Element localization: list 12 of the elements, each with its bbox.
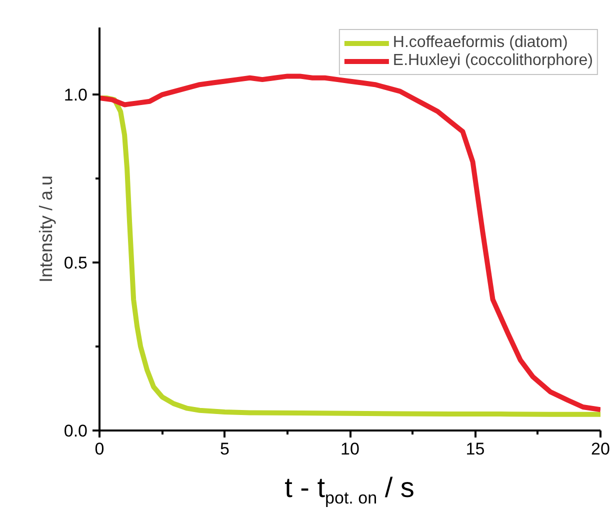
x-tick-label: 10 xyxy=(340,440,360,458)
legend-label: E.Huxleyi (coccolithorphore) xyxy=(392,52,593,70)
x-tick-label: 5 xyxy=(220,440,230,458)
y-tick-label: 0.5 xyxy=(64,254,88,273)
x-tick-label: 0 xyxy=(94,440,104,458)
y-axis-title: Intensity / a.u xyxy=(36,175,56,283)
text: 0.0 xyxy=(64,422,88,440)
y-tick-label: 1.0 xyxy=(64,86,88,105)
x-tick-label: 20 xyxy=(591,440,610,458)
x-tick-label: 15 xyxy=(466,440,485,458)
legend-label: H.coffeaeformis (diatom) xyxy=(392,34,568,52)
x-axis-title: t - t$_{pot. on}$ / s xyxy=(284,472,414,510)
